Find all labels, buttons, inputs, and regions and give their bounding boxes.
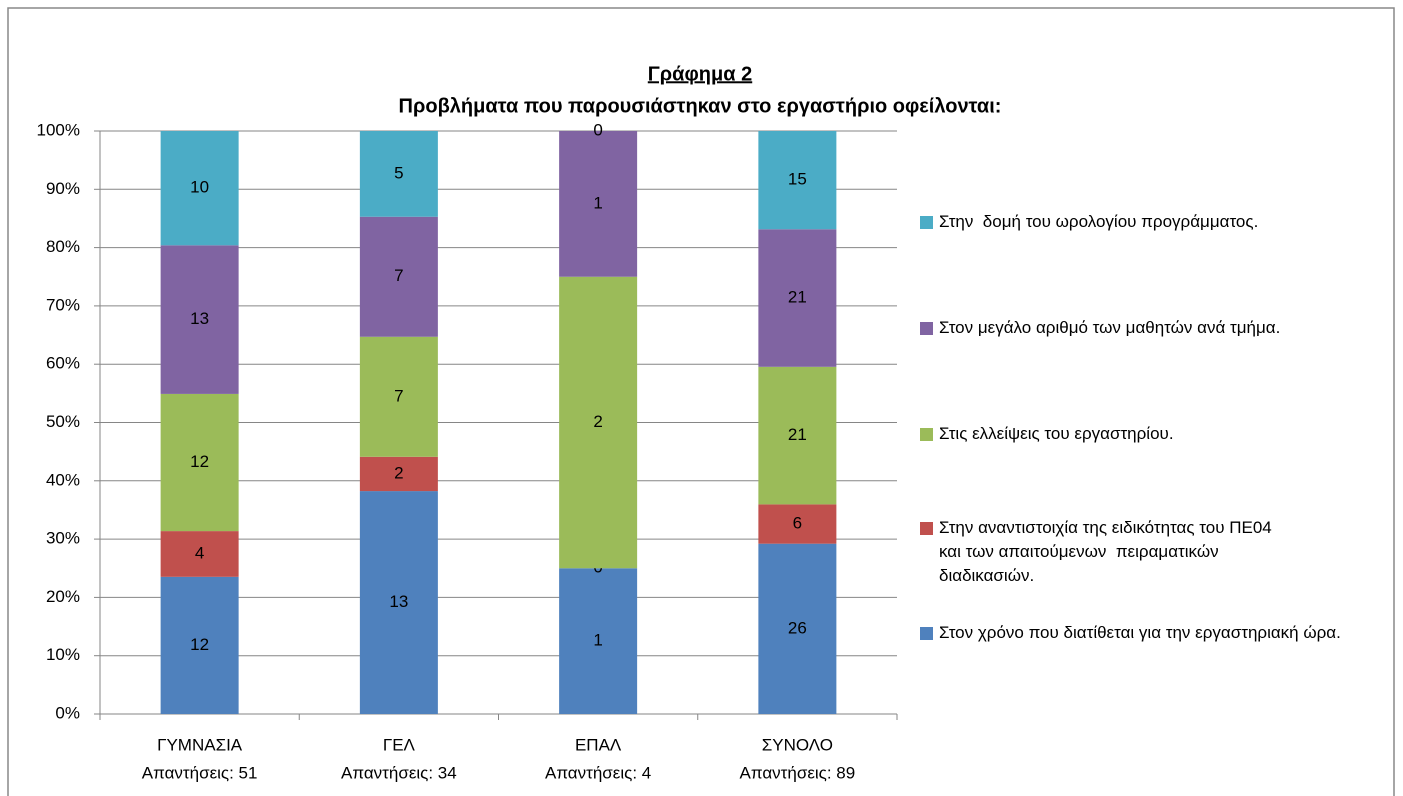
data-label: 15 — [788, 170, 807, 189]
data-label: 5 — [394, 163, 403, 182]
bar-segment — [359, 131, 438, 217]
bar-segment — [160, 245, 239, 394]
y-tick-label: 60% — [46, 354, 80, 373]
bar-segment — [559, 276, 638, 569]
data-label: 21 — [788, 288, 807, 307]
data-label: 7 — [394, 386, 403, 405]
y-tick-label: 80% — [46, 237, 80, 256]
legend-swatch — [920, 322, 933, 335]
legend-swatch — [920, 522, 933, 535]
x-tick-sublabel: Απαντήσεις: 89 — [740, 763, 856, 782]
data-label: 2 — [593, 412, 602, 431]
y-tick-label: 10% — [46, 645, 80, 664]
y-tick-label: 100% — [37, 120, 80, 139]
legend-label: Στην δομή του ωρολογίου προγράμματος. — [939, 212, 1259, 231]
bar-segment — [160, 576, 239, 714]
legend-swatch — [920, 428, 933, 441]
data-label: 1 — [593, 193, 602, 212]
bar-segment — [359, 456, 438, 492]
chart-subtitle: Προβλήματα που παρουσιάστηκαν στο εργαστ… — [399, 95, 1002, 117]
data-label: 21 — [788, 425, 807, 444]
y-tick-label: 0% — [55, 703, 80, 722]
y-tick-label: 20% — [46, 587, 80, 606]
x-tick-label: ΕΠΑΛ — [575, 735, 622, 754]
bar-segment — [758, 504, 837, 544]
y-tick-label: 40% — [46, 470, 80, 489]
x-tick-sublabel: Απαντήσεις: 4 — [545, 763, 651, 782]
data-label: 10 — [190, 178, 209, 197]
chart-frame — [7, 7, 1395, 796]
data-label: 7 — [394, 266, 403, 285]
legend-item: Στην αναντιστοιχία της ειδικότητας του Π… — [920, 516, 1390, 588]
legend-label: Στον μεγάλο αριθμό των μαθητών ανά τμήμα… — [939, 318, 1281, 337]
data-label: 26 — [788, 618, 807, 637]
data-label: 12 — [190, 635, 209, 654]
bar-segment — [359, 216, 438, 337]
legend-item: Στις ελλείψεις του εργαστηρίου. — [920, 422, 1390, 446]
bar-segment — [359, 336, 438, 457]
data-label: 0 — [593, 120, 602, 139]
bar-segment — [160, 531, 239, 577]
legend-label: Στον χρόνο που διατίθεται για την εργαστ… — [939, 623, 1341, 642]
data-label: 1 — [593, 631, 602, 650]
legend-swatch — [920, 216, 933, 229]
legend-label: Στις ελλείψεις του εργαστηρίου. — [939, 424, 1174, 443]
y-tick-label: 70% — [46, 295, 80, 314]
bar-segment — [758, 229, 837, 367]
legend-item: Στον μεγάλο αριθμό των μαθητών ανά τμήμα… — [920, 316, 1390, 340]
bar-segment — [758, 543, 837, 714]
bar-segment — [758, 131, 837, 230]
chart-title: Γράφημα 2 — [648, 63, 752, 85]
bar-segment — [758, 366, 837, 505]
x-tick-label: ΓΥΜΝΑΣΙΑ — [157, 735, 243, 754]
data-label: 2 — [394, 463, 403, 482]
bar-segment — [160, 393, 239, 532]
x-tick-sublabel: Απαντήσεις: 34 — [341, 763, 457, 782]
bar-segment — [160, 131, 239, 246]
x-tick-sublabel: Απαντήσεις: 51 — [142, 763, 258, 782]
bar-segment — [559, 131, 638, 277]
data-label: 6 — [793, 514, 802, 533]
y-tick-label: 50% — [46, 412, 80, 431]
legend-item: Στην δομή του ωρολογίου προγράμματος. — [920, 210, 1390, 234]
data-label: 12 — [190, 452, 209, 471]
x-tick-label: ΣΥΝΟΛΟ — [762, 735, 833, 754]
data-label: 13 — [389, 592, 408, 611]
y-tick-label: 30% — [46, 529, 80, 548]
legend-swatch — [920, 627, 933, 640]
x-tick-label: ΓΕΛ — [383, 735, 416, 754]
data-label: 13 — [190, 309, 209, 328]
legend-item: Στον χρόνο που διατίθεται για την εργαστ… — [920, 621, 1390, 645]
bar-segment — [359, 491, 438, 714]
y-tick-label: 90% — [46, 179, 80, 198]
bar-segment — [559, 568, 638, 714]
data-label: 4 — [195, 543, 204, 562]
legend-label: Στην αναντιστοιχία της ειδικότητας του Π… — [939, 518, 1277, 585]
